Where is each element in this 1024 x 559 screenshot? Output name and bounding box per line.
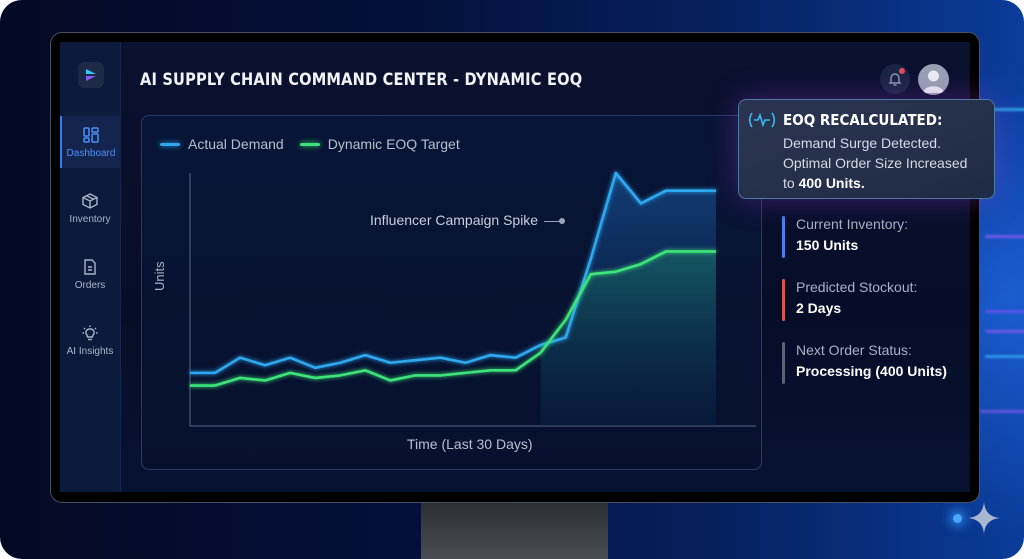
dashboard-grid-icon bbox=[83, 126, 99, 143]
chart-legend: Actual Demand Dynamic EOQ Target bbox=[160, 136, 476, 152]
notifications-button[interactable] bbox=[880, 64, 910, 94]
kpi-panel: Current Inventory: 150 Units Predicted S… bbox=[782, 214, 962, 403]
sparkle-icon bbox=[968, 502, 1000, 534]
line-chart bbox=[189, 171, 756, 427]
x-axis-label: Time (Last 30 Days) bbox=[407, 436, 533, 452]
light-streak bbox=[985, 355, 1024, 358]
pulse-wave-icon bbox=[748, 111, 776, 133]
sidebar-item-dashboard[interactable]: Dashboard bbox=[60, 116, 120, 168]
alert-line-3: to 400 Units. bbox=[783, 175, 865, 191]
light-streak bbox=[985, 330, 1024, 333]
chart-card: Actual Demand Dynamic EOQ Target Units T… bbox=[141, 115, 762, 470]
legend-label: Actual Demand bbox=[188, 136, 284, 152]
sidebar-item-inventory[interactable]: Inventory bbox=[60, 182, 120, 234]
glow-dot bbox=[953, 514, 962, 523]
kpi-label: Next Order Status: bbox=[796, 342, 912, 358]
alert-line-2: Optimal Order Size Increased bbox=[783, 155, 968, 171]
sidebar-item-ai-insights[interactable]: AI Insights bbox=[60, 314, 120, 366]
kpi-accent-bar bbox=[782, 216, 785, 258]
y-axis-label: Units bbox=[152, 261, 167, 291]
light-streak bbox=[985, 235, 1024, 238]
notification-badge bbox=[899, 68, 905, 74]
user-avatar-icon bbox=[923, 70, 944, 93]
sidebar-item-label: Inventory bbox=[69, 213, 111, 225]
sidebar: Dashboard Inventory Orders AI Insights bbox=[60, 42, 121, 492]
bell-icon bbox=[888, 73, 902, 86]
page-title: AI SUPPLY CHAIN COMMAND CENTER - DYNAMIC… bbox=[140, 70, 583, 90]
sidebar-item-label: AI Insights bbox=[66, 345, 114, 357]
annotation-leader-line bbox=[544, 221, 560, 222]
document-icon bbox=[84, 258, 96, 275]
app-screen: Dashboard Inventory Orders AI Insights A… bbox=[60, 42, 970, 492]
kpi-value: 150 Units bbox=[796, 237, 859, 253]
lightbulb-icon bbox=[82, 325, 98, 340]
monitor-stand bbox=[421, 503, 608, 559]
kpi-accent-bar bbox=[782, 279, 785, 321]
sidebar-item-label: Orders bbox=[74, 279, 106, 291]
kpi-next-order-status: Next Order Status: Processing (400 Units… bbox=[782, 340, 962, 390]
package-box-icon bbox=[82, 192, 98, 209]
legend-item-actual-demand[interactable]: Actual Demand bbox=[160, 136, 284, 152]
legend-swatch bbox=[160, 142, 180, 146]
kpi-predicted-stockout: Predicted Stockout: 2 Days bbox=[782, 277, 962, 327]
sidebar-item-label: Dashboard bbox=[66, 147, 116, 159]
eoq-alert-toast[interactable]: EOQ RECALCULATED: Demand Surge Detected.… bbox=[738, 99, 995, 199]
chart-annotation: Influencer Campaign Spike bbox=[370, 212, 539, 228]
kpi-label: Predicted Stockout: bbox=[796, 279, 918, 295]
light-streak bbox=[985, 108, 1024, 111]
alert-title: EOQ RECALCULATED: bbox=[783, 111, 943, 129]
app-logo-icon[interactable] bbox=[78, 62, 104, 88]
light-streak bbox=[980, 410, 1024, 413]
kpi-value: Processing (400 Units) bbox=[796, 363, 947, 379]
light-streak bbox=[985, 310, 1024, 313]
alert-order-quantity: 400 Units. bbox=[798, 175, 865, 191]
user-avatar-button[interactable] bbox=[918, 64, 949, 95]
annotation-marker bbox=[559, 218, 565, 224]
alert-line-1: Demand Surge Detected. bbox=[783, 135, 941, 151]
legend-label: Dynamic EOQ Target bbox=[327, 136, 460, 152]
legend-swatch bbox=[299, 142, 320, 146]
legend-item-eoq-target[interactable]: Dynamic EOQ Target bbox=[299, 136, 460, 152]
alert-body: Demand Surge Detected. Optimal Order Siz… bbox=[783, 133, 993, 193]
kpi-current-inventory: Current Inventory: 150 Units bbox=[782, 214, 962, 264]
kpi-label: Current Inventory: bbox=[796, 216, 909, 232]
kpi-value: 2 Days bbox=[796, 300, 842, 316]
kpi-accent-bar bbox=[782, 342, 785, 384]
sidebar-item-orders[interactable]: Orders bbox=[60, 248, 120, 300]
